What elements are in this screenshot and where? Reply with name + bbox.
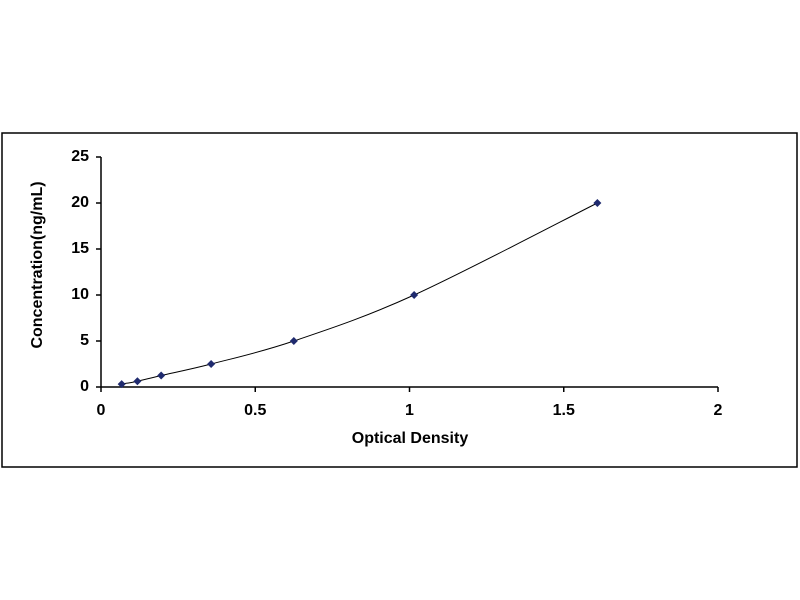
x-tick-label: 2 bbox=[714, 402, 723, 419]
data-point bbox=[410, 291, 419, 299]
data-point bbox=[289, 337, 298, 345]
y-tick-label: 15 bbox=[71, 240, 89, 257]
x-tick-label: 1 bbox=[405, 402, 414, 419]
y-tick-label: 10 bbox=[71, 286, 89, 303]
x-tick-label: 1.5 bbox=[553, 402, 575, 419]
data-point bbox=[117, 380, 126, 389]
data-point bbox=[207, 360, 216, 368]
y-axis-label: Concentration(ng/mL) bbox=[29, 181, 46, 348]
x-axis-label: Optical Density bbox=[352, 430, 469, 447]
data-point bbox=[133, 377, 142, 386]
x-tick-label: 0.5 bbox=[244, 402, 266, 419]
data-point bbox=[157, 371, 166, 380]
y-tick-label: 5 bbox=[80, 332, 89, 349]
y-tick-label: 20 bbox=[71, 194, 89, 211]
x-tick-label: 0 bbox=[97, 402, 106, 419]
y-tick-label: 25 bbox=[71, 148, 89, 165]
data-point bbox=[593, 199, 602, 207]
fit-curve bbox=[121, 202, 598, 385]
chart-frame bbox=[1, 132, 798, 468]
y-tick-label: 0 bbox=[80, 378, 89, 395]
